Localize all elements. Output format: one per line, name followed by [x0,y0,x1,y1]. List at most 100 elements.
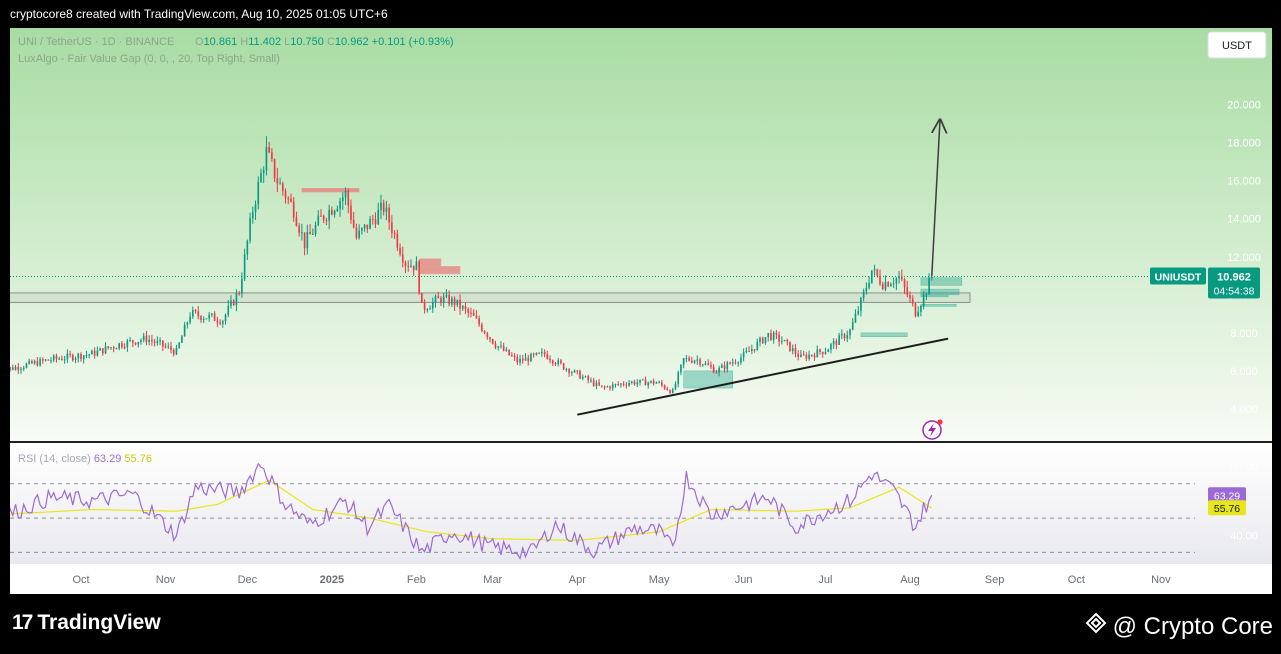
candle [281,181,284,196]
candle-body [415,261,418,271]
lightning-icon[interactable] [922,419,943,440]
candle-body [587,376,590,381]
candle [759,336,761,347]
candle [715,369,718,374]
candle-body [816,349,819,358]
candle-body [737,362,740,364]
candle [260,168,262,183]
price-axis[interactable]: 4.0006.0008.00010.00012.00014.00016.0001… [1227,100,1261,416]
candle-body [440,298,442,303]
rsi-legend[interactable]: RSI (14, close) 63.29 55.76 [18,453,152,465]
candle-body [369,218,371,229]
candle-body [268,147,270,153]
candle [241,272,243,298]
candle-body [121,343,123,348]
candle-body [696,359,699,361]
candle [243,248,246,281]
candle-body [707,363,710,366]
candle-body [265,147,268,171]
candle-body [715,372,718,374]
candle [393,230,396,240]
candle [650,380,652,384]
price-pane-bg [10,28,1272,441]
candle [350,199,352,224]
candle-body [851,322,854,330]
candle-body [614,384,617,386]
candle-body [290,198,292,202]
candle [622,381,625,387]
candle-body [903,279,906,288]
candle-body [39,359,41,366]
candle-body [208,314,210,319]
candle [841,329,843,340]
candle [505,347,508,352]
candle-body [505,349,508,351]
candle [25,362,28,369]
candle-body [538,352,540,354]
candle-body [320,215,322,217]
candle [835,338,838,350]
candle [911,295,914,307]
candle-body [549,358,551,361]
candle-body [721,365,723,368]
candle-body [14,366,17,370]
candle-body [712,366,715,373]
candle [625,382,628,389]
price-tick-label: 12.000 [1227,252,1261,264]
candle [917,306,919,318]
rsi-tick-label: 80.00 [1230,462,1258,474]
candle [628,379,630,387]
rsi-pane-bg [10,443,1272,564]
candle [230,295,232,309]
candle-body [72,354,74,361]
candle-body [620,383,622,385]
candle [644,376,647,386]
candle-body [148,339,150,342]
candle [811,354,813,358]
candle-body [745,350,748,353]
candle [920,304,922,317]
candle [726,360,729,373]
candle [271,148,273,162]
candle [412,265,415,276]
candle-body [802,354,805,356]
candle [63,355,66,364]
candle-body [213,313,216,321]
candle [819,348,821,355]
candle [857,305,860,316]
candle-body [407,265,410,267]
candle-body [388,207,390,223]
candle-body [524,357,527,361]
rsi-tick-label: 40.00 [1230,530,1258,542]
candle [511,352,513,357]
candle-body [104,346,107,354]
candle-body [145,335,148,342]
candle [543,349,546,358]
time-axis[interactable]: Oct Nov Dec 2025 Feb Mar Apr May Jun Jul Aug Sep Oct… [72,574,1171,586]
candle [371,214,374,225]
candle-body [590,380,592,382]
svg-text:10.962: 10.962 [1217,272,1251,284]
candle-body [99,348,101,351]
candle [112,345,115,353]
candle-body [421,292,423,303]
rsi-ma-value-label: 55.76 [1208,500,1246,516]
candle-body [666,388,669,391]
svg-text:04:54:38: 04:54:38 [1214,286,1255,298]
candle [12,364,14,371]
candle-body [80,353,82,360]
candle [666,386,669,391]
legend-indicator[interactable]: LuxAlgo - Fair Value Gap (0, 0, , 20, To… [18,53,280,65]
candle-body [181,336,183,343]
candle-body [740,357,742,363]
candle [69,350,71,358]
currency-button[interactable]: USDT [1207,31,1267,59]
candle-body [20,368,22,370]
chart-area[interactable]: 4.0006.0008.00010.00012.00014.00016.0001… [10,28,1272,594]
time-tick-label: Sep [985,574,1005,586]
candle-body [486,333,489,338]
candle [331,206,333,216]
legend-symbol[interactable]: UNI / TetherUS · 1D · BINANCE [18,36,174,48]
rsi-axis[interactable]: 80.00 40.00 [10,462,1258,553]
tradingview-logo[interactable]: 17 TradingView [12,611,161,635]
